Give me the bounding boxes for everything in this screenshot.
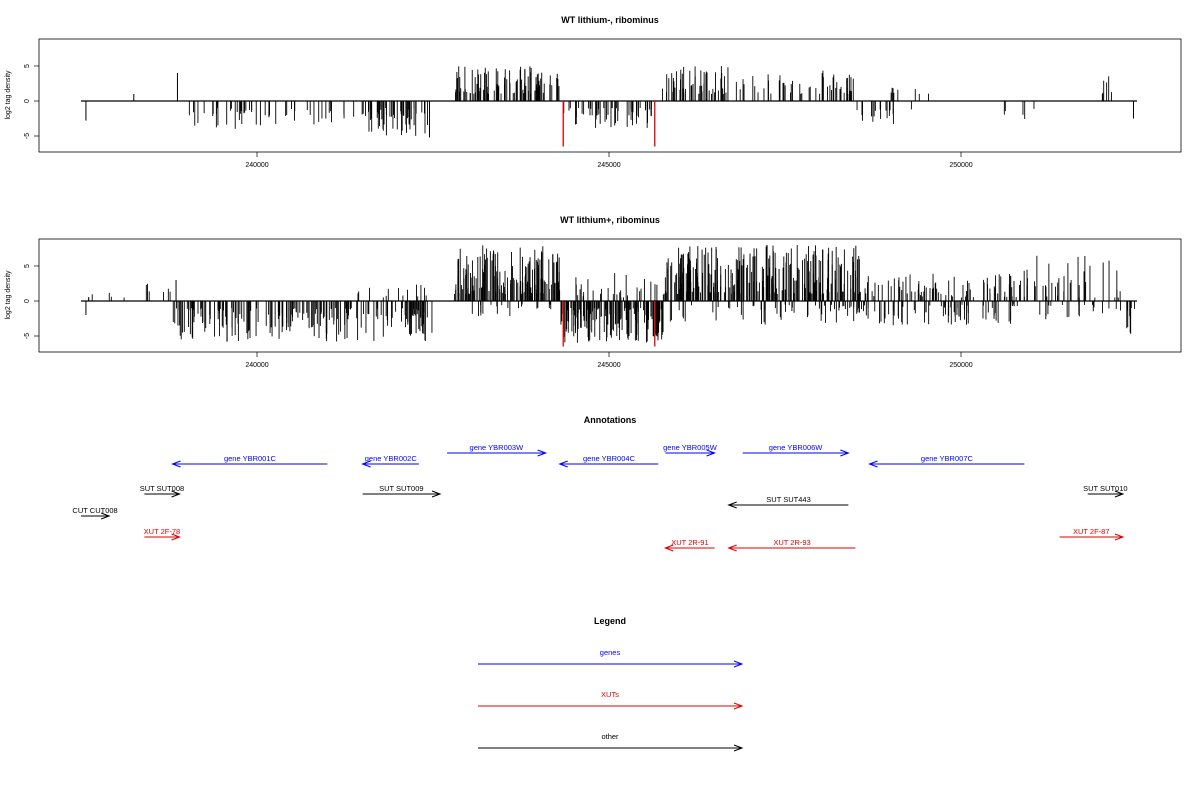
axes: -5 0 5 240000 245000 250000 bbox=[24, 264, 973, 369]
feature-gene-ybr002c: gene YBR002C bbox=[361, 454, 419, 468]
y-axis-label: log2 tag density bbox=[5, 270, 12, 320]
arrowhead bbox=[361, 460, 371, 468]
y-tick-label: 0 bbox=[24, 99, 31, 103]
y-tick-label: -5 bbox=[24, 333, 31, 339]
y-tick-label: -5 bbox=[24, 133, 31, 139]
arrowhead bbox=[1114, 533, 1125, 541]
panel-title: WT lithium-, ribominus bbox=[561, 15, 659, 25]
y-tick-label: 5 bbox=[24, 64, 31, 68]
feature-gene-ybr001c: gene YBR001C bbox=[171, 454, 328, 468]
annotations-track: Annotations gene YBR001C gene YBR002Cgene… bbox=[72, 415, 1128, 552]
feature-xut-2f-78: XUT 2F-78 bbox=[144, 527, 181, 541]
feature-cut-cut008: CUT CUT008 bbox=[72, 506, 118, 520]
arrowhead bbox=[100, 512, 111, 520]
feature-label: gene YBR006W bbox=[769, 443, 824, 452]
plot-frame bbox=[38, 238, 1182, 353]
arrowhead bbox=[171, 460, 181, 468]
arrowhead bbox=[706, 449, 717, 457]
arrowhead bbox=[727, 544, 737, 552]
feature-label: gene YBR007C bbox=[921, 454, 974, 463]
feature-label: SUT SUT008 bbox=[140, 484, 184, 493]
coverage-panel-lithium-minus: WT lithium-, ribominus log2 tag density … bbox=[5, 15, 1182, 169]
y-tick-label: 0 bbox=[24, 299, 31, 303]
feature-label: SUT SUT009 bbox=[379, 484, 423, 493]
feature-gene-ybr003w: gene YBR003W bbox=[447, 443, 548, 457]
coverage-panel-lithium-plus: WT lithium+, ribominus log2 tag density … bbox=[5, 215, 1182, 369]
annotations-title: Annotations bbox=[584, 415, 637, 425]
feature-label: gene YBR001C bbox=[224, 454, 277, 463]
feature-label: gene YBR002C bbox=[365, 454, 418, 463]
feature-gene-ybr005w: gene YBR005W bbox=[663, 443, 718, 457]
x-tick-label: 240000 bbox=[245, 362, 268, 369]
feature-label: SUT SUT010 bbox=[1083, 484, 1127, 493]
x-tick-label: 245000 bbox=[597, 362, 620, 369]
arrowhead bbox=[733, 660, 744, 668]
x-tick-label: 240000 bbox=[245, 162, 268, 169]
arrowhead bbox=[840, 449, 850, 457]
feature-gene-ybr004c: gene YBR004C bbox=[558, 454, 659, 468]
legend: Legend genes XUTs other bbox=[478, 616, 744, 752]
x-tick-label: 250000 bbox=[949, 362, 972, 369]
feature-xut-2f-87: XUT 2F-87 bbox=[1059, 527, 1125, 541]
feature-label: gene YBR005W bbox=[663, 443, 718, 452]
feature-label: CUT CUT008 bbox=[72, 506, 117, 515]
arrowhead bbox=[558, 460, 568, 468]
arrowhead bbox=[171, 533, 181, 541]
feature-gene-ybr006w: gene YBR006W bbox=[742, 443, 850, 457]
feature-xut-2r-91: XUT 2R-91 bbox=[663, 538, 715, 552]
x-tick-label: 245000 bbox=[597, 162, 620, 169]
arrowhead bbox=[733, 702, 744, 710]
coverage-bars bbox=[81, 66, 1137, 147]
legend-item-xuts: XUTs bbox=[478, 690, 744, 710]
feature-sut-sut010: SUT SUT010 bbox=[1083, 484, 1128, 498]
legend-label: other bbox=[601, 732, 619, 741]
arrowhead bbox=[663, 544, 674, 552]
arrowhead bbox=[171, 490, 181, 498]
arrowhead bbox=[431, 490, 442, 498]
arrowhead bbox=[868, 460, 878, 468]
legend-label: XUTs bbox=[601, 690, 619, 699]
arrowhead bbox=[1114, 490, 1125, 498]
feature-label: gene YBR004C bbox=[583, 454, 636, 463]
feature-label: XUT 2R-91 bbox=[671, 538, 708, 547]
feature-label: XUT 2F-87 bbox=[1073, 527, 1110, 536]
arrowhead bbox=[733, 744, 744, 752]
coverage-bars bbox=[81, 245, 1137, 347]
y-tick-label: 5 bbox=[24, 264, 31, 268]
feature-xut-2r-93: XUT 2R-93 bbox=[727, 538, 856, 552]
feature-sut-sut009: SUT SUT009 bbox=[362, 484, 442, 498]
feature-gene-ybr007c: gene YBR007C bbox=[868, 454, 1025, 468]
arrowhead bbox=[727, 501, 737, 509]
feature-label: gene YBR003W bbox=[470, 443, 525, 452]
axes: -5 0 5 240000 245000 250000 bbox=[24, 64, 973, 169]
feature-sut-sut443: SUT SUT443 bbox=[727, 495, 849, 509]
feature-label: XUT 2R-93 bbox=[773, 538, 810, 547]
legend-title: Legend bbox=[594, 616, 626, 626]
legend-item-genes: genes bbox=[478, 648, 744, 668]
panel-title: WT lithium+, ribominus bbox=[560, 215, 660, 225]
feature-label: XUT 2F-78 bbox=[144, 527, 181, 536]
feature-label: SUT SUT443 bbox=[766, 495, 810, 504]
feature-list: gene YBR001C gene YBR002C gene YBR003W gene… bbox=[72, 443, 1128, 552]
x-tick-label: 250000 bbox=[949, 162, 972, 169]
arrowhead bbox=[537, 449, 548, 457]
legend-item-other: other bbox=[478, 732, 744, 752]
feature-sut-sut008: SUT SUT008 bbox=[140, 484, 184, 498]
plot-frame bbox=[38, 38, 1182, 153]
y-axis-label: log2 tag density bbox=[5, 70, 12, 120]
legend-label: genes bbox=[600, 648, 621, 657]
legend-items: genes XUTs other bbox=[478, 648, 744, 752]
